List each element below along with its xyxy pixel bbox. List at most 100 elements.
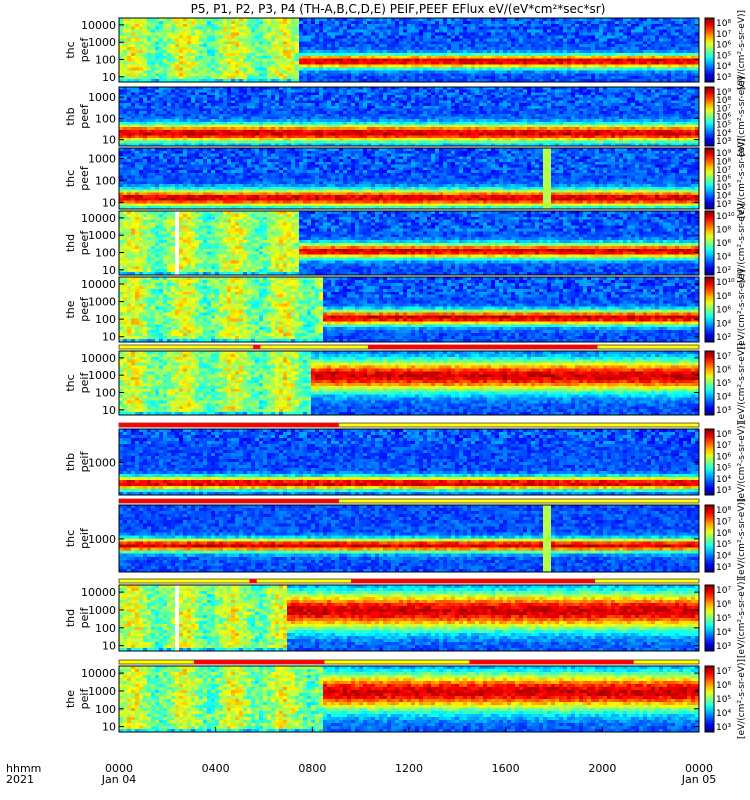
y-tick-label: 10000 — [81, 212, 116, 225]
y-tick-label: 1000 — [88, 152, 116, 165]
y-tick-label: 10 — [102, 134, 116, 147]
y-tick-label: 10 — [102, 196, 116, 209]
colorbar-unit-label: [eV/(cm²-s-sr-eV)] — [737, 578, 747, 658]
spectrogram-image — [119, 148, 700, 210]
colorbar — [705, 429, 714, 495]
y-tick-label: 10 — [102, 71, 116, 84]
colorbar-tick-label: 10⁴ — [716, 709, 731, 719]
spectrogram-image — [119, 351, 700, 416]
mode-bar — [119, 579, 699, 583]
spectrogram-image — [119, 18, 700, 83]
y-tick-label: 100 — [95, 313, 116, 326]
y-tick-label: 1000 — [88, 36, 116, 49]
mode-bar-segment — [194, 660, 325, 664]
colorbar-unit-label: [eV/(cm²-s-sr-eV)] — [737, 269, 747, 349]
colorbar-tick-label: 10⁶ — [716, 452, 731, 462]
y-tick-label: 10 — [102, 264, 116, 277]
spectrogram-image — [119, 211, 700, 276]
mode-bar-segment — [119, 423, 339, 427]
colorbar-tick-label: 10² — [716, 266, 731, 276]
y-label-probe: thc — [64, 170, 77, 187]
colorbar-tick-label: 10⁶ — [716, 600, 731, 610]
x-date-label-end: Jan 05 — [681, 773, 716, 786]
colorbar-tick-label: 10⁷ — [716, 667, 731, 677]
colorbar-tick-label: 10⁸ — [716, 19, 731, 29]
x-tick-label: 0800 — [298, 762, 326, 775]
y-tick-label: 100 — [95, 174, 116, 187]
y-tick-label: 1000 — [88, 604, 116, 617]
colorbar-tick-label: 10³ — [716, 137, 731, 147]
y-label-probe: the — [64, 690, 77, 708]
colorbar-tick-label: 10⁶ — [716, 306, 731, 316]
y-tick-label: 10000 — [81, 586, 116, 599]
colorbar — [705, 148, 714, 209]
y-label-product: peif — [78, 527, 91, 549]
colorbar-tick-label: 10³ — [716, 563, 731, 573]
x-tick-label: 1600 — [492, 762, 520, 775]
y-tick-label: 10000 — [81, 667, 116, 680]
colorbar-tick-label: 10⁶ — [716, 366, 731, 376]
mode-bar-segment — [351, 579, 595, 583]
colorbar — [705, 666, 714, 732]
y-tick-label: 100 — [95, 386, 116, 399]
y-tick-label: 100 — [95, 112, 116, 125]
colorbar-tick-label: 10⁷ — [716, 586, 731, 596]
y-tick-label: 100 — [95, 703, 116, 716]
y-tick-label: 10 — [102, 721, 116, 734]
mode-bar — [119, 660, 699, 664]
colorbar — [705, 351, 714, 415]
mode-bar — [119, 499, 699, 503]
y-label-probe: thd — [64, 234, 77, 252]
colorbar-tick-label: 10⁴ — [716, 62, 731, 72]
y-tick-label: 10 — [102, 404, 116, 417]
y-label-product: peef — [78, 296, 91, 322]
mode-bar-segment — [119, 499, 339, 503]
y-label-product: peif — [78, 451, 91, 473]
colorbar-tick-label: 10⁷ — [716, 517, 731, 527]
y-label-product: peif — [78, 688, 91, 710]
y-tick-label: 100 — [95, 53, 116, 66]
y-label-product: peif — [78, 607, 91, 629]
colorbar — [705, 585, 714, 651]
colorbar-tick-label: 10³ — [716, 486, 731, 496]
mode-bar-segment — [250, 579, 257, 583]
colorbar — [705, 277, 714, 342]
y-label-product: peef — [78, 103, 91, 129]
y-tick-label: 10 — [102, 640, 116, 653]
colorbar-tick-label: 10⁴ — [716, 319, 731, 329]
colorbar-tick-label: 10⁴ — [716, 393, 731, 403]
colorbar-unit-label: [eV/(cm²-s-sr-eV)] — [737, 498, 747, 578]
y-label-probe: thd — [64, 609, 77, 627]
y-label-probe: thc — [64, 374, 77, 391]
figure-title: P5, P1, P2, P3, P4 (TH-A,B,C,D,E) PEIF,P… — [191, 2, 606, 16]
colorbar — [705, 87, 714, 146]
colorbar — [705, 18, 714, 82]
colorbar-tick-label: 10³ — [716, 406, 731, 416]
mode-bar — [119, 423, 699, 427]
colorbar-tick-label: 10² — [716, 333, 731, 343]
colorbar-tick-label: 10¹⁰ — [716, 212, 735, 222]
mode-bar — [119, 345, 699, 349]
x-tick-label: 1200 — [395, 762, 423, 775]
colorbar-tick-label: 10⁶ — [716, 681, 731, 691]
y-label-product: peef — [78, 230, 91, 256]
y-tick-label: 1000 — [88, 533, 116, 546]
colorbar-tick-label: 10⁴ — [716, 253, 731, 263]
colorbar-tick-label: 10⁵ — [716, 464, 731, 474]
y-label-probe: the — [64, 300, 77, 318]
colorbar-tick-label: 10⁴ — [716, 552, 731, 562]
colorbar-tick-label: 10⁸ — [716, 292, 731, 302]
spectrogram-image — [119, 666, 700, 733]
colorbar-tick-label: 10⁴ — [716, 628, 731, 638]
x-tick-label: 0400 — [202, 762, 230, 775]
colorbar-tick-label: 10³ — [716, 723, 731, 733]
